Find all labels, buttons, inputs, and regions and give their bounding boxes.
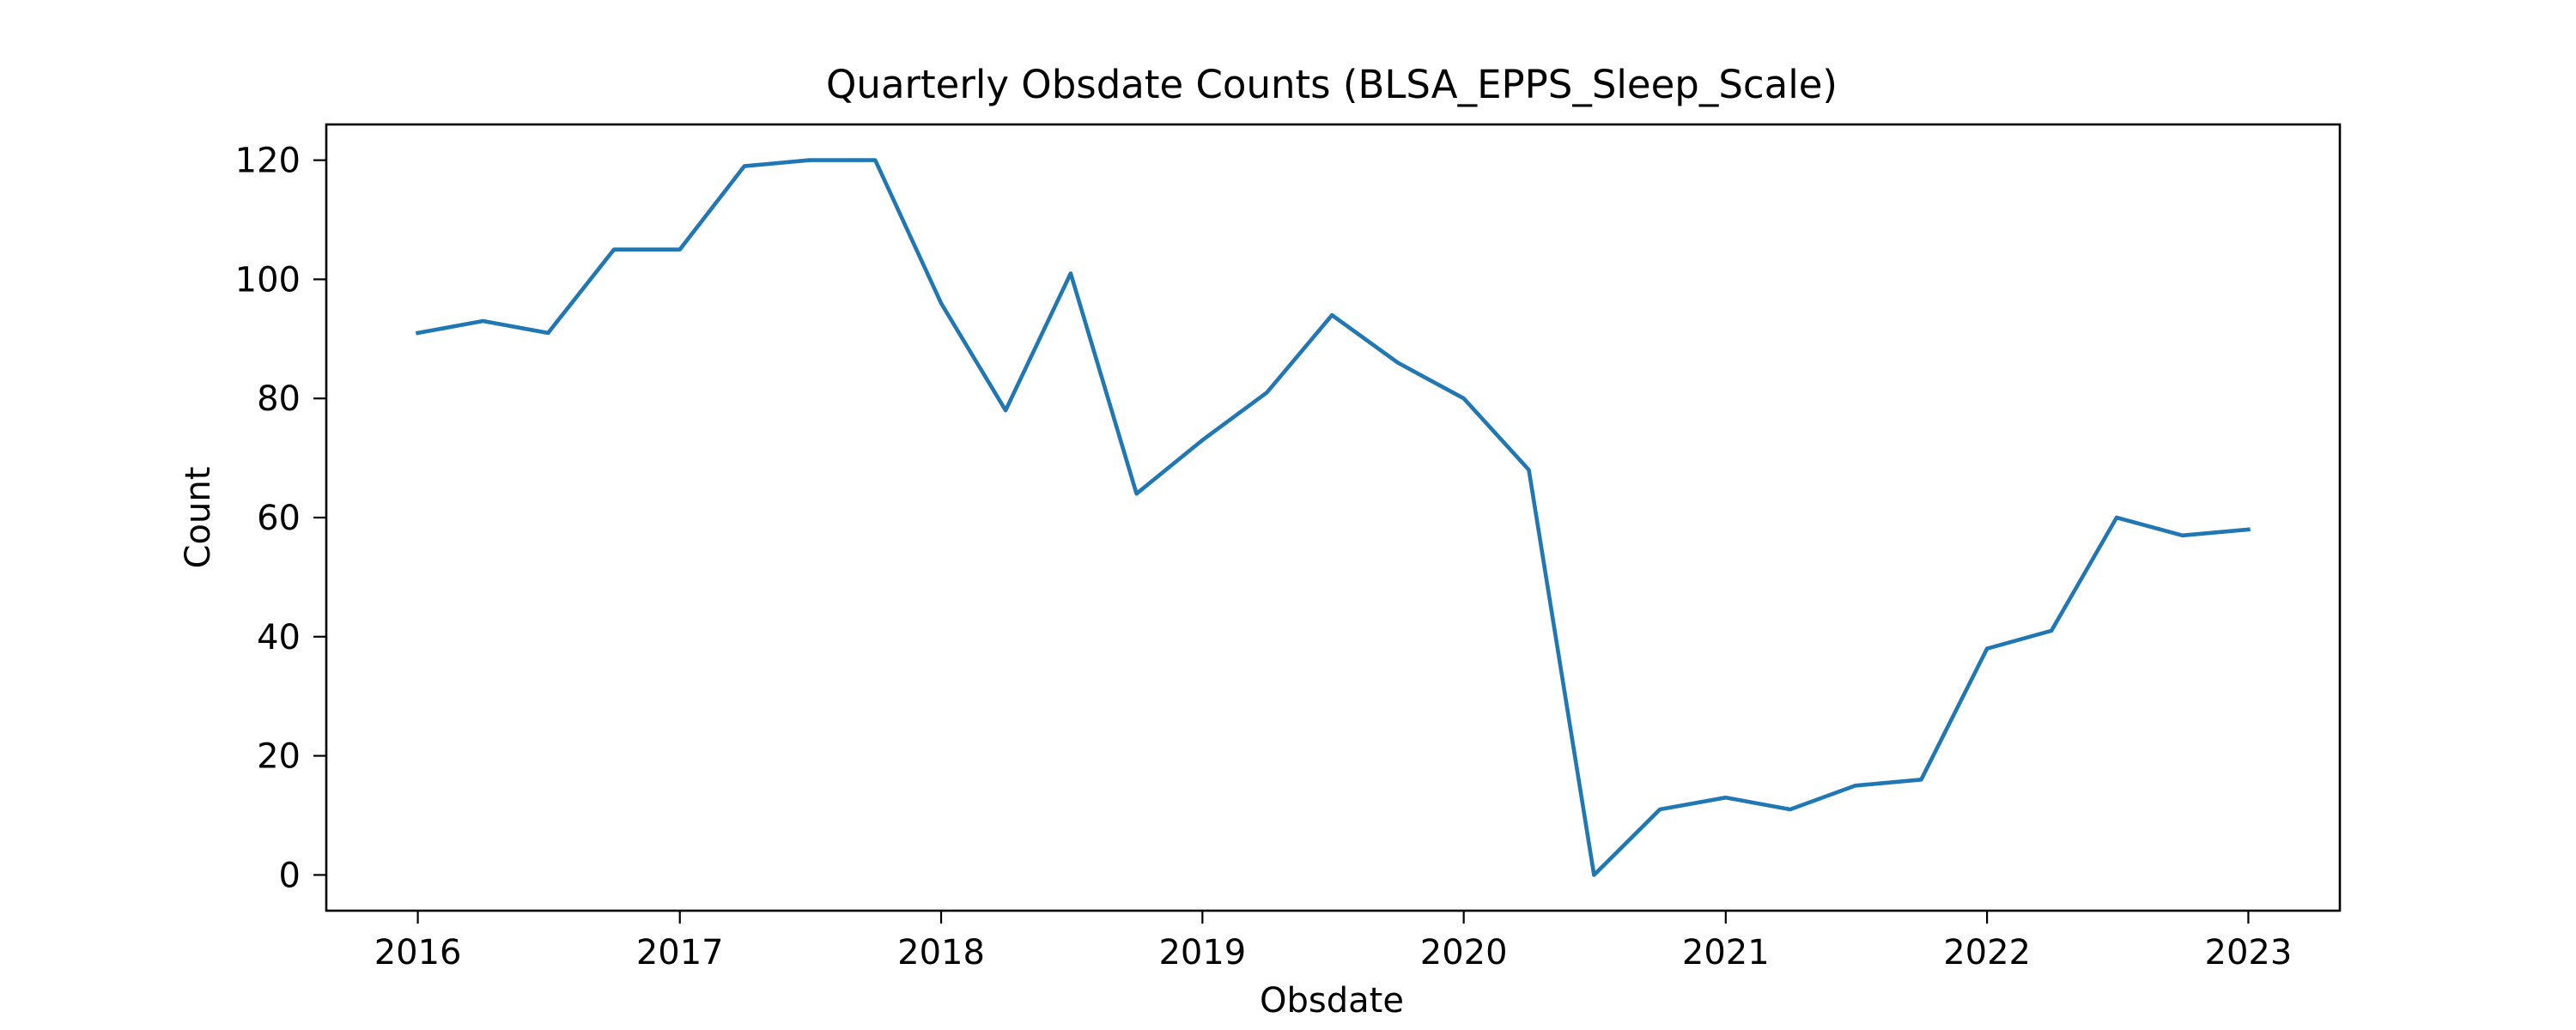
x-tick-label: 2016 (374, 933, 462, 972)
y-tick-label: 80 (257, 379, 301, 419)
x-axis-ticks: 2016 2017 2018 2019 2020 2021 2022 2023 (374, 911, 2293, 972)
y-tick-label: 60 (257, 499, 301, 538)
x-tick-label: 2022 (1943, 933, 2031, 972)
y-tick-label: 0 (279, 856, 301, 895)
plot-frame (325, 123, 2342, 912)
y-axis-label: Count (179, 467, 218, 569)
y-tick-label: 100 (235, 260, 301, 300)
series-line (415, 158, 2251, 877)
x-tick-label: 2017 (636, 933, 724, 972)
y-tick-label: 20 (257, 737, 301, 777)
series-layer (415, 158, 2251, 877)
x-tick-label: 2020 (1420, 933, 1508, 972)
x-tick-label: 2018 (897, 933, 985, 972)
chart-title: Quarterly Obsdate Counts (BLSA_EPPS_Slee… (826, 62, 1838, 107)
y-axis-ticks: 0 20 40 60 80 100 120 (235, 142, 326, 895)
x-tick-label: 2021 (1682, 933, 1770, 972)
x-axis-label: Obsdate (1260, 981, 1404, 1021)
y-tick-label: 120 (235, 142, 301, 181)
x-tick-label: 2019 (1158, 933, 1246, 972)
y-tick-label: 40 (257, 618, 301, 657)
x-tick-label: 2023 (2205, 933, 2293, 972)
